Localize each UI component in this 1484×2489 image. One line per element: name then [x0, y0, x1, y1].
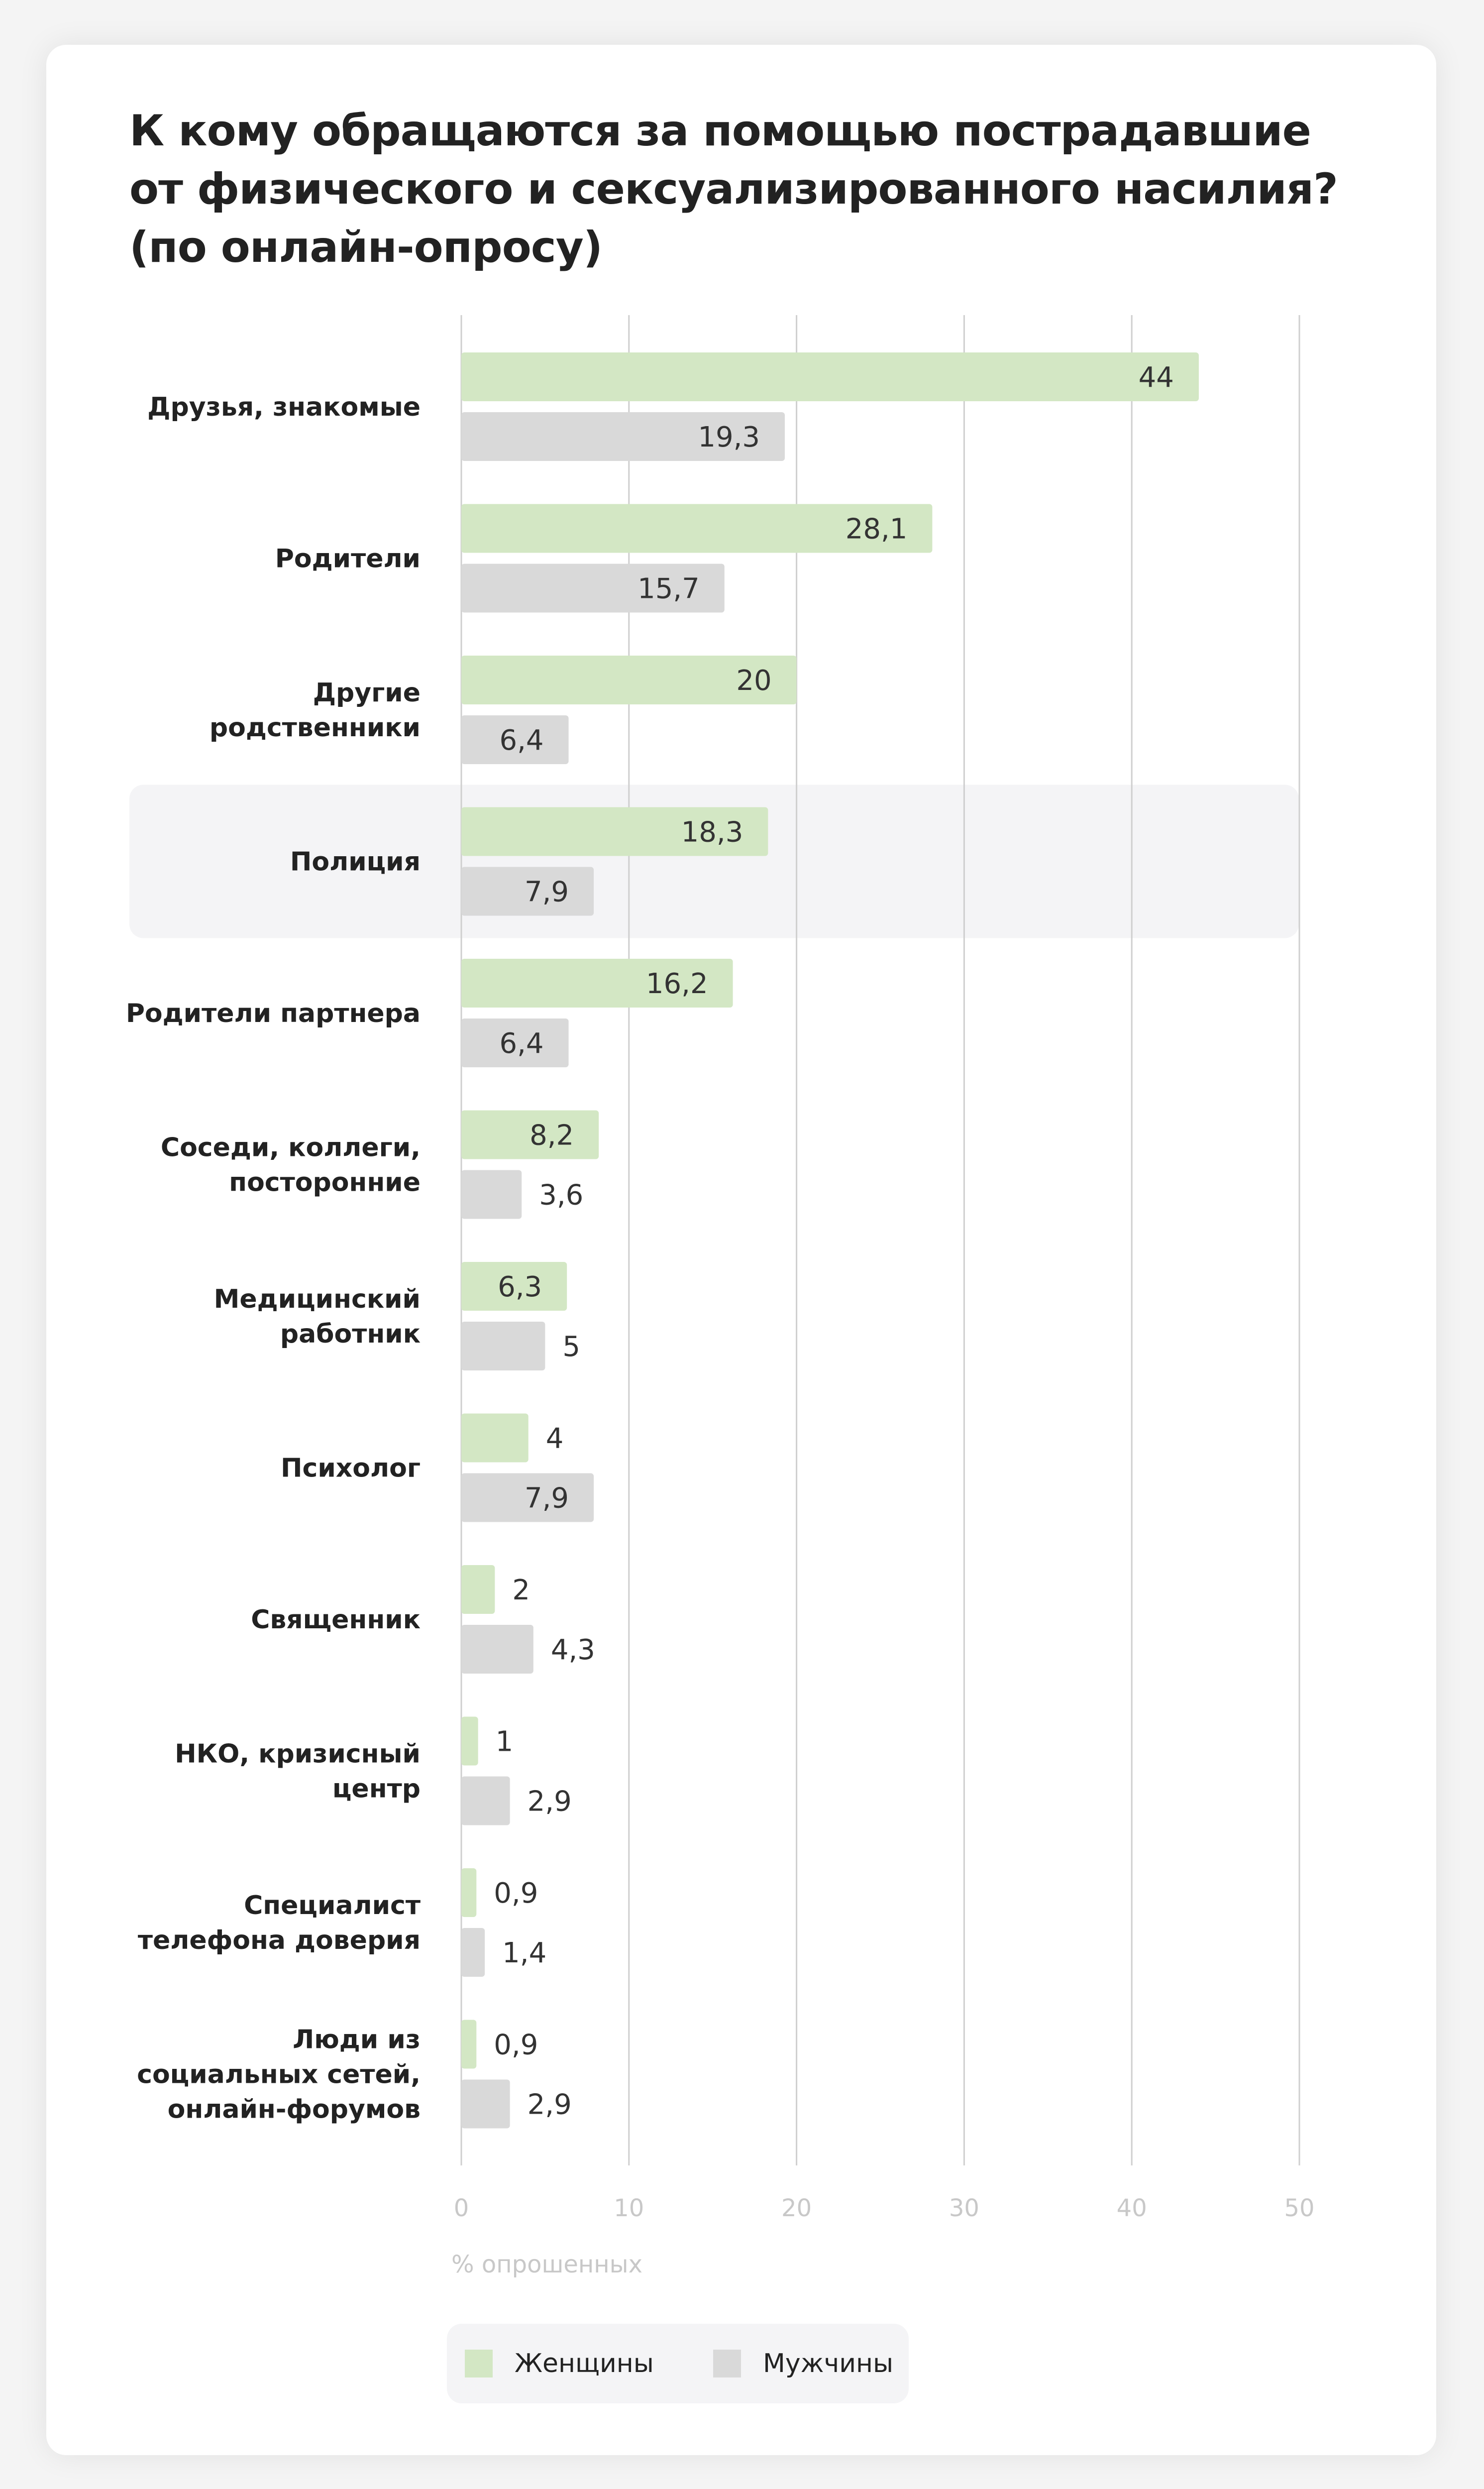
- data-label: 16,2: [646, 968, 708, 1000]
- bar-women: [461, 1716, 478, 1766]
- category-label: НКО, кризисный: [175, 1739, 421, 1769]
- x-tick-label: 40: [1117, 2194, 1147, 2222]
- category-label: работник: [280, 1319, 421, 1349]
- category-label: родственники: [210, 713, 421, 743]
- bar-women: [461, 1413, 529, 1463]
- x-tick-label: 0: [454, 2194, 469, 2222]
- bar-men: [461, 1625, 533, 1674]
- data-label: 7,9: [525, 1482, 569, 1515]
- bar-men: [461, 564, 725, 613]
- category-label: Специалист: [244, 1891, 421, 1921]
- bar-women: [461, 1868, 477, 1917]
- title-line-3: (по онлайн-опросу): [129, 223, 603, 272]
- highlight-band: [129, 785, 1299, 938]
- category-label: Другие: [313, 678, 421, 708]
- category-label: Люди из: [293, 2025, 421, 2055]
- bar-women: [461, 1110, 599, 1159]
- bar-men: [461, 1776, 510, 1825]
- x-tick-label: 20: [781, 2194, 812, 2222]
- legend-swatch-women: [465, 2350, 493, 2377]
- data-label: 18,3: [681, 816, 743, 849]
- data-label: 1: [496, 1726, 514, 1758]
- category-label: Психолог: [281, 1454, 421, 1483]
- data-label: 44: [1139, 361, 1174, 394]
- category-label: Друзья, знакомые: [147, 392, 421, 422]
- legend-label-women: Женщины: [515, 2349, 654, 2378]
- bar-men: [461, 1018, 569, 1067]
- legend-label-men: Мужчины: [763, 2349, 894, 2378]
- bar-women: [461, 959, 733, 1008]
- bar-women: [461, 656, 797, 704]
- legend-swatch-men: [713, 2350, 741, 2377]
- data-label: 15,7: [637, 573, 700, 605]
- bar-men: [461, 412, 785, 461]
- data-label: 20: [736, 665, 771, 697]
- category-label: Священник: [251, 1605, 421, 1635]
- data-label: 6,4: [499, 1027, 543, 1060]
- data-label: 19,3: [698, 421, 760, 453]
- legend-item-men: Мужчины: [713, 2324, 893, 2403]
- title-line-1: К кому обращаются за помощью пострадавши…: [129, 106, 1311, 156]
- category-label: телефона доверия: [138, 1925, 421, 1955]
- category-label: посторонние: [229, 1168, 421, 1198]
- data-label: 1,4: [502, 1937, 546, 1969]
- bar-women: [461, 504, 933, 553]
- legend-item-women: Женщины: [465, 2324, 654, 2403]
- x-axis-label: % опрошенных: [451, 2251, 642, 2278]
- category-label: Полиция: [290, 847, 421, 877]
- category-label: Медицинский: [214, 1284, 421, 1314]
- bar-men: [461, 2079, 510, 2129]
- data-label: 4: [546, 1423, 564, 1455]
- data-label: 2,9: [528, 2089, 572, 2121]
- category-label: социальных сетей,: [137, 2060, 421, 2090]
- x-tick-label: 10: [614, 2194, 644, 2222]
- category-label: онлайн-форумов: [168, 2095, 421, 2125]
- data-label: 6,4: [499, 724, 543, 757]
- bar-women: [461, 1565, 495, 1614]
- category-label: Соседи, коллеги,: [161, 1133, 421, 1163]
- data-label: 0,9: [494, 2029, 538, 2061]
- data-label: 2: [512, 1574, 530, 1606]
- bar-men: [461, 1928, 485, 1977]
- x-tick-label: 30: [949, 2194, 979, 2222]
- data-label: 8,2: [530, 1120, 574, 1152]
- data-label: 4,3: [551, 1634, 595, 1666]
- category-label: Родители: [275, 544, 421, 574]
- chart-title: К кому обращаются за помощью пострадавши…: [129, 102, 1374, 277]
- bar-men: [461, 1322, 545, 1370]
- bar-women: [461, 1262, 567, 1311]
- data-label: 6,3: [498, 1271, 542, 1303]
- bar-men: [461, 715, 569, 764]
- data-label: 28,1: [846, 513, 908, 546]
- category-label: центр: [332, 1774, 421, 1804]
- legend: Женщины Мужчины: [447, 2324, 909, 2403]
- bar-women: [461, 2020, 477, 2069]
- data-label: 3,6: [539, 1179, 583, 1212]
- category-label: Родители партнера: [126, 999, 421, 1028]
- data-label: 5: [562, 1331, 580, 1363]
- x-tick-label: 50: [1284, 2194, 1314, 2222]
- bar-women: [461, 352, 1199, 401]
- title-line-2: от физического и сексуализированного нас…: [129, 164, 1338, 214]
- bar-men: [461, 1170, 522, 1219]
- bar-men: [461, 867, 594, 916]
- bar-men: [461, 1473, 594, 1522]
- bar-women: [461, 807, 768, 856]
- data-label: 2,9: [528, 1786, 572, 1818]
- data-label: 7,9: [525, 876, 569, 908]
- data-label: 0,9: [494, 1877, 538, 1910]
